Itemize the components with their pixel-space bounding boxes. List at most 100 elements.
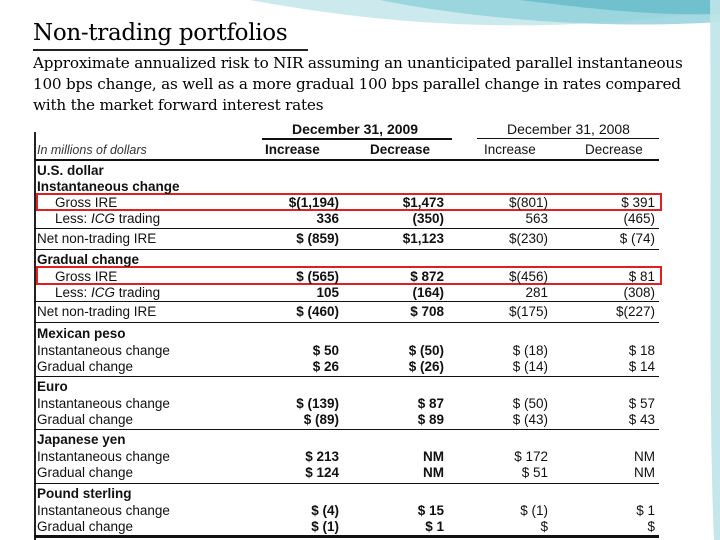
table-cell: $ (26) bbox=[408, 359, 444, 374]
table-cell: $ (18) bbox=[512, 343, 548, 358]
table-cell: $ 51 bbox=[521, 465, 548, 480]
table-bottom-rule bbox=[34, 535, 659, 538]
table-cell: $ (50) bbox=[408, 343, 444, 358]
row-label-part: Less: bbox=[55, 211, 92, 226]
table-cell: NM bbox=[634, 449, 655, 464]
section-heading: Japanese yen bbox=[37, 432, 126, 447]
table-cell: (465) bbox=[623, 211, 655, 226]
section-heading: Pound sterling bbox=[37, 486, 132, 501]
table-cell: 105 bbox=[316, 285, 339, 300]
table-cell: $ bbox=[540, 519, 548, 534]
row-label: Less: ICG trading bbox=[55, 211, 160, 227]
row-label-part: trading bbox=[115, 211, 161, 226]
table-cell: $1,473 bbox=[402, 195, 444, 210]
header-rule-2008 bbox=[477, 138, 659, 139]
row-label: Gradual change bbox=[37, 519, 134, 534]
table-cell: $ 89 bbox=[417, 412, 444, 427]
row-rule bbox=[34, 429, 659, 430]
row-label: Less: ICG trading bbox=[55, 285, 160, 301]
row-label: Gross IRE bbox=[55, 195, 118, 210]
row-label: Net non-trading IRE bbox=[37, 231, 157, 246]
row-rule bbox=[34, 483, 659, 484]
table-cell: $ (565) bbox=[296, 269, 339, 284]
row-label-part: trading bbox=[115, 285, 161, 300]
table-cell: $ 124 bbox=[305, 465, 339, 480]
table-cell: $ 391 bbox=[621, 195, 655, 210]
table-cell: $(230) bbox=[508, 231, 548, 246]
section-heading: U.S. dollar bbox=[37, 163, 104, 178]
table-cell: $ bbox=[647, 519, 655, 534]
table-cell: $ (1) bbox=[520, 503, 548, 518]
table-cell: $1,123 bbox=[402, 231, 444, 246]
table-cell: $ (89) bbox=[303, 412, 339, 427]
table-cell: $ (460) bbox=[296, 304, 339, 319]
table-cell: 281 bbox=[525, 285, 548, 300]
col-header-2008-increase: Increase bbox=[484, 142, 536, 157]
subsection-heading: Gradual change bbox=[37, 252, 140, 267]
table-cell: $ (139) bbox=[296, 396, 339, 411]
col-header-2009-decrease: Decrease bbox=[370, 142, 431, 157]
table-cell: $(456) bbox=[508, 269, 548, 284]
row-label: Instantaneous change bbox=[37, 449, 170, 464]
row-label: Gradual change bbox=[37, 465, 134, 480]
table-cell: $ 87 bbox=[417, 396, 444, 411]
teal-edge-right bbox=[710, 0, 720, 540]
row-label: Net non-trading IRE bbox=[37, 304, 157, 319]
row-label-part: ICG bbox=[91, 211, 116, 226]
table-cell: $ 708 bbox=[410, 304, 444, 319]
table-left-edge bbox=[34, 132, 36, 540]
row-label: Gross IRE bbox=[55, 269, 118, 284]
row-label-part: ICG bbox=[91, 285, 116, 300]
table-cell: $ 14 bbox=[628, 359, 655, 374]
units-label: In millions of dollars bbox=[37, 143, 147, 157]
table-cell: NM bbox=[634, 465, 655, 480]
row-label: Instantaneous change bbox=[37, 396, 170, 411]
row-label: Instantaneous change bbox=[37, 503, 170, 518]
table-cell: $ (14) bbox=[512, 359, 548, 374]
table-cell: $ 1 bbox=[636, 503, 655, 518]
table-cell: $ (43) bbox=[512, 412, 548, 427]
slide-subtitle: Approximate annualized risk to NIR assum… bbox=[33, 54, 683, 114]
table-cell: $ (50) bbox=[512, 396, 548, 411]
table-cell: $ 15 bbox=[417, 503, 444, 518]
table-cell: $(175) bbox=[508, 304, 548, 319]
table-cell: $(1,194) bbox=[288, 195, 339, 210]
table-cell: $ 872 bbox=[410, 269, 444, 284]
table-cell: $ (4) bbox=[311, 503, 339, 518]
row-rule bbox=[34, 249, 659, 250]
table-cell: NM bbox=[423, 449, 444, 464]
row-rule bbox=[34, 322, 659, 323]
table-cell: (350) bbox=[412, 211, 444, 226]
col-header-2009-increase: Increase bbox=[265, 142, 320, 157]
teal-swoosh-3 bbox=[520, 0, 720, 15]
title-underline bbox=[33, 49, 308, 51]
table-cell: $ 172 bbox=[514, 449, 548, 464]
section-heading: Mexican peso bbox=[37, 326, 126, 341]
table-cell: (164) bbox=[412, 285, 444, 300]
table-cell: $ 18 bbox=[628, 343, 655, 358]
table-cell: $ 26 bbox=[312, 359, 339, 374]
col-header-2008-decrease: Decrease bbox=[585, 142, 643, 157]
table-cell: $ 1 bbox=[425, 519, 444, 534]
row-rule bbox=[34, 376, 659, 377]
slide-title: Non-trading portfolios bbox=[33, 20, 288, 46]
row-label: Gradual change bbox=[37, 359, 134, 374]
year-header-2008: December 31, 2008 bbox=[507, 121, 630, 137]
table-cell: (308) bbox=[623, 285, 655, 300]
table-cell: $ (1) bbox=[311, 519, 339, 534]
highlight-box-gradual-gross-ire bbox=[36, 266, 662, 285]
row-rule bbox=[34, 228, 659, 229]
table-cell: 336 bbox=[316, 211, 339, 226]
row-label-part: Less: bbox=[55, 285, 92, 300]
table-cell: $ 50 bbox=[312, 343, 339, 358]
highlight-box-instantaneous-gross-ire bbox=[36, 193, 662, 211]
table-cell: $(227) bbox=[615, 304, 655, 319]
subsection-heading: Instantaneous change bbox=[37, 179, 180, 194]
row-label: Instantaneous change bbox=[37, 343, 170, 358]
year-header-2009: December 31, 2009 bbox=[292, 121, 419, 137]
table-cell: $ 81 bbox=[628, 269, 655, 284]
table-cell: $ 57 bbox=[628, 396, 655, 411]
table-cell: $(801) bbox=[508, 195, 548, 210]
table-cell: $ (74) bbox=[619, 231, 655, 246]
